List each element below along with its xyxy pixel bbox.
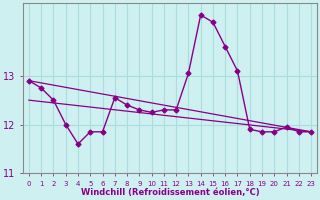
X-axis label: Windchill (Refroidissement éolien,°C): Windchill (Refroidissement éolien,°C): [81, 188, 259, 197]
